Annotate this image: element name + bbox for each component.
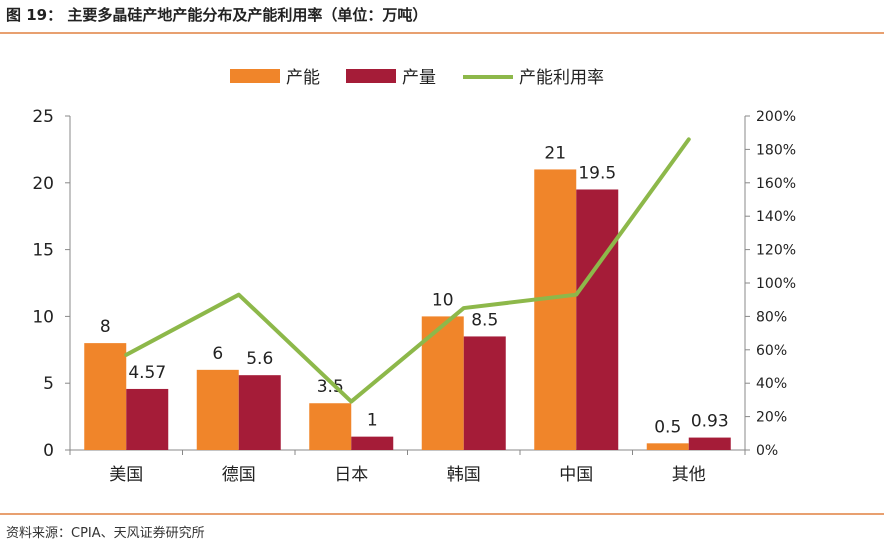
left-tick-label: 20 bbox=[32, 174, 54, 194]
output-label-0: 4.57 bbox=[128, 363, 166, 383]
output-label-4: 19.5 bbox=[578, 163, 616, 183]
capacity-label-2: 3.5 bbox=[317, 377, 344, 397]
x-tick-label: 德国 bbox=[222, 465, 256, 485]
legend-capacity-swatch bbox=[230, 69, 280, 83]
right-tick-label: 100% bbox=[756, 276, 796, 292]
output-bar-0 bbox=[126, 388, 169, 450]
legend-output-label: 产量 bbox=[402, 68, 436, 88]
left-tick-label: 25 bbox=[32, 107, 54, 127]
utilization-line bbox=[124, 137, 691, 404]
legend-output-swatch bbox=[346, 69, 396, 83]
capacity-bar-4 bbox=[534, 169, 577, 450]
left-tick-label: 5 bbox=[43, 374, 54, 394]
capacity-bar-2 bbox=[309, 403, 352, 450]
left-tick-label: 0 bbox=[43, 441, 54, 461]
capacity-label-1: 6 bbox=[212, 344, 223, 364]
capacity-label-0: 8 bbox=[100, 317, 111, 337]
utilization-line-path bbox=[124, 137, 691, 404]
capacity-label-5: 0.5 bbox=[654, 417, 681, 437]
axes: 0 5 10 15 20 25 0% 20% 40% 60% 80% 100% 120% 140% 160%… bbox=[32, 107, 796, 485]
x-tick-label: 中国 bbox=[559, 465, 593, 485]
output-label-1: 5.6 bbox=[246, 349, 273, 369]
data-labels: 8 6 3.5 10 21 0.5 4.57 5.6 1 8.5 19.5 0.93 bbox=[100, 143, 729, 437]
output-bar-1 bbox=[238, 375, 281, 450]
capacity-bar-1 bbox=[196, 369, 239, 450]
right-tick-label: 60% bbox=[756, 343, 787, 359]
right-tick-label: 200% bbox=[756, 109, 796, 125]
x-tick-label: 其他 bbox=[672, 465, 706, 485]
capacity-label-4: 21 bbox=[544, 143, 566, 163]
output-bar-3 bbox=[463, 336, 506, 450]
x-tick-label: 韩国 bbox=[447, 465, 481, 485]
output-bar-4 bbox=[576, 189, 619, 451]
output-bar-2 bbox=[351, 436, 394, 450]
output-label-3: 8.5 bbox=[471, 310, 498, 330]
x-tick-label: 日本 bbox=[334, 465, 368, 485]
capacity-label-3: 10 bbox=[432, 290, 454, 310]
right-tick-label: 180% bbox=[756, 142, 796, 158]
right-tick-label: 40% bbox=[756, 376, 787, 392]
capacity-bar-0 bbox=[84, 343, 127, 450]
bottom-divider bbox=[0, 513, 884, 515]
right-tick-label: 80% bbox=[756, 309, 787, 325]
x-tick-label: 美国 bbox=[109, 465, 143, 485]
right-tick-label: 20% bbox=[756, 410, 787, 426]
chart-title: 图 19： 主要多晶硅产地产能分布及产能利用率（单位：万吨） bbox=[6, 6, 428, 24]
source-note: 资料来源：CPIA、天风证券研究所 bbox=[6, 526, 205, 541]
legend-utilization-label: 产能利用率 bbox=[519, 68, 604, 88]
top-divider bbox=[0, 32, 884, 34]
output-label-5: 0.93 bbox=[691, 412, 729, 432]
right-tick-label: 0% bbox=[756, 443, 778, 459]
capacity-bar-5 bbox=[646, 443, 689, 450]
left-tick-label: 15 bbox=[32, 241, 54, 261]
right-tick-label: 140% bbox=[756, 209, 796, 225]
right-tick-label: 120% bbox=[756, 243, 796, 259]
right-tick-label: 160% bbox=[756, 176, 796, 192]
output-label-2: 1 bbox=[367, 411, 378, 431]
output-bar-5 bbox=[688, 437, 731, 450]
left-tick-label: 10 bbox=[32, 307, 54, 327]
legend-capacity-label: 产能 bbox=[286, 68, 320, 88]
legend: 产能 产量 产能利用率 bbox=[230, 68, 604, 88]
bars bbox=[84, 169, 731, 451]
